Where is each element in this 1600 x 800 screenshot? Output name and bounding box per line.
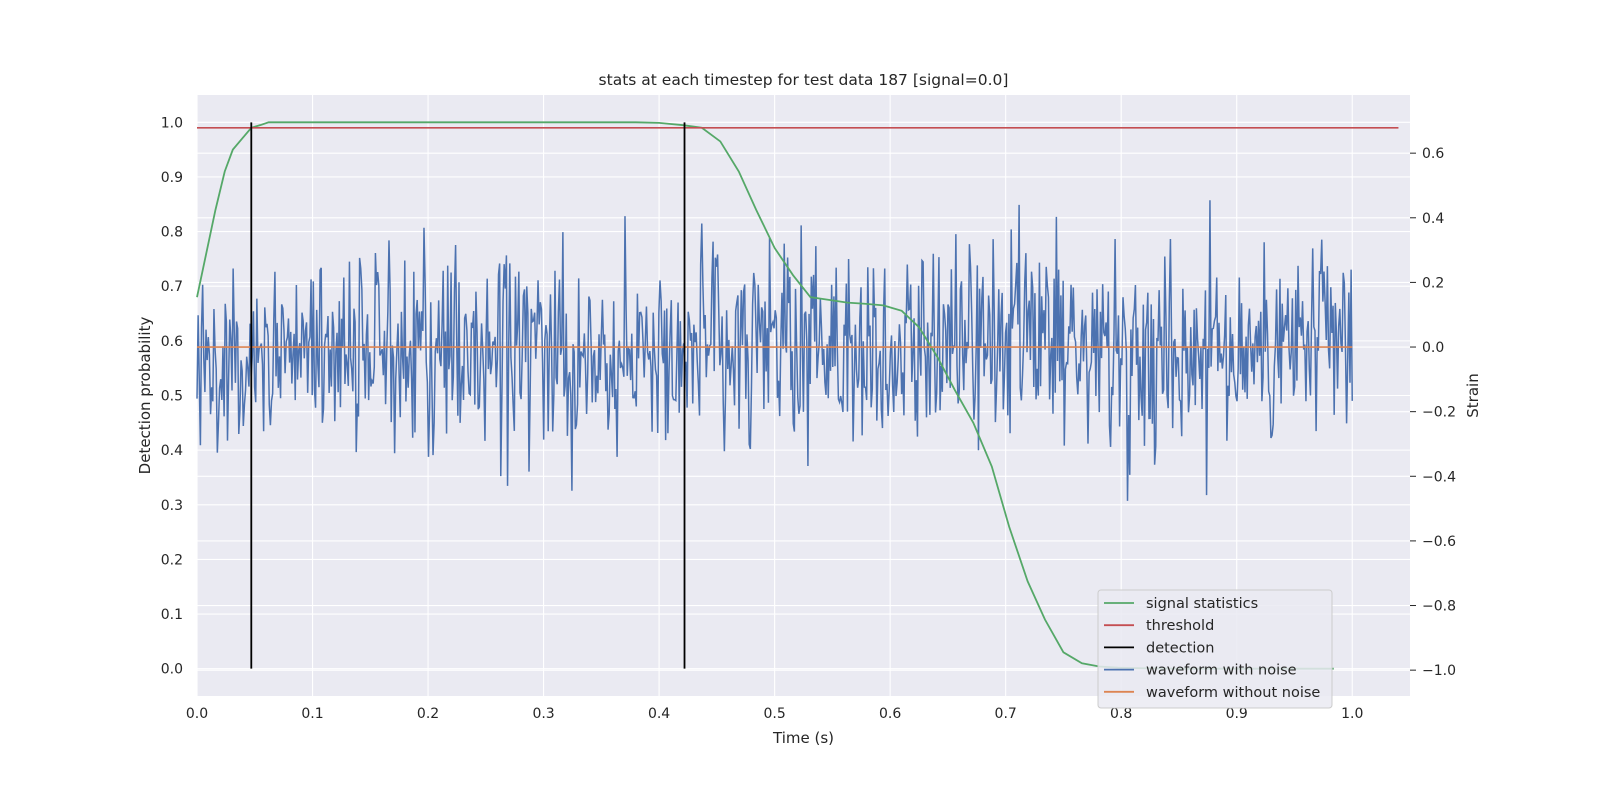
- y-left-tick-label: 0.5: [161, 389, 183, 405]
- x-tick-label: 0.3: [532, 706, 554, 722]
- y-right-tick-label: −0.2: [1422, 405, 1456, 421]
- x-tick-label: 0.2: [417, 706, 439, 722]
- y-left-tick-label: 0.8: [161, 225, 183, 241]
- chart-title: stats at each timestep for test data 187…: [599, 71, 1009, 89]
- y-right-tick-label: 0.6: [1422, 146, 1444, 162]
- x-tick-label: 0.6: [879, 706, 901, 722]
- y-left-tick-label: 0.0: [161, 662, 183, 678]
- y-axis-left-label: Detection probability: [136, 317, 154, 475]
- y-right-tick-label: 0.0: [1422, 340, 1444, 356]
- legend-box: [1097, 589, 1333, 709]
- x-tick-label: 0.0: [186, 706, 208, 722]
- legend-label: detection: [1146, 640, 1214, 656]
- y-left-tick-label: 0.9: [161, 170, 183, 186]
- y-left-tick-label: 0.1: [161, 607, 183, 623]
- y-left-tick-label: 0.2: [161, 552, 183, 568]
- y-right-tick-label: 0.2: [1422, 275, 1444, 291]
- y-right-tick-label: −0.4: [1422, 469, 1456, 485]
- legend-label: threshold: [1146, 618, 1214, 634]
- x-tick-label: 0.7: [995, 706, 1017, 722]
- x-tick-label: 0.1: [301, 706, 323, 722]
- y-right-tick-label: 0.4: [1422, 211, 1444, 227]
- x-tick-label: 1.0: [1341, 706, 1363, 722]
- y-right-tick-label: −0.6: [1422, 534, 1456, 550]
- y-left-tick-label: 1.0: [161, 115, 183, 131]
- x-tick-label: 0.4: [648, 706, 670, 722]
- legend-label: waveform with noise: [1146, 663, 1297, 679]
- x-tick-label: 0.9: [1226, 706, 1248, 722]
- signal-statistics-line: [196, 121, 1334, 670]
- y-left-tick-label: 0.7: [161, 279, 183, 295]
- y-left-tick-label: 0.6: [161, 334, 183, 350]
- waveform-with-noise-line: [196, 200, 1353, 501]
- y-right-tick-label: −1.0: [1422, 663, 1456, 679]
- legend-label: signal statistics: [1146, 596, 1258, 612]
- x-axis-label: Time (s): [772, 729, 834, 747]
- x-tick-label: 0.5: [763, 706, 785, 722]
- y-left-tick-label: 0.4: [161, 443, 183, 459]
- series-layer: [196, 121, 1399, 670]
- y-axis-right-label: Strain: [1464, 373, 1482, 417]
- axes: 0.0 0.1 0.2 0.3 0.4 0.5 0.6 0.7 0.8 0.9 1.0 0.0 0.1 0…: [161, 115, 1456, 722]
- legend-label: waveform without noise: [1146, 685, 1320, 701]
- y-left-tick-label: 0.3: [161, 498, 183, 514]
- x-tick-label: 0.8: [1110, 706, 1132, 722]
- legend: signal statistics threshold detection wavef…: [1097, 589, 1333, 709]
- y-right-tick-label: −0.8: [1422, 599, 1456, 615]
